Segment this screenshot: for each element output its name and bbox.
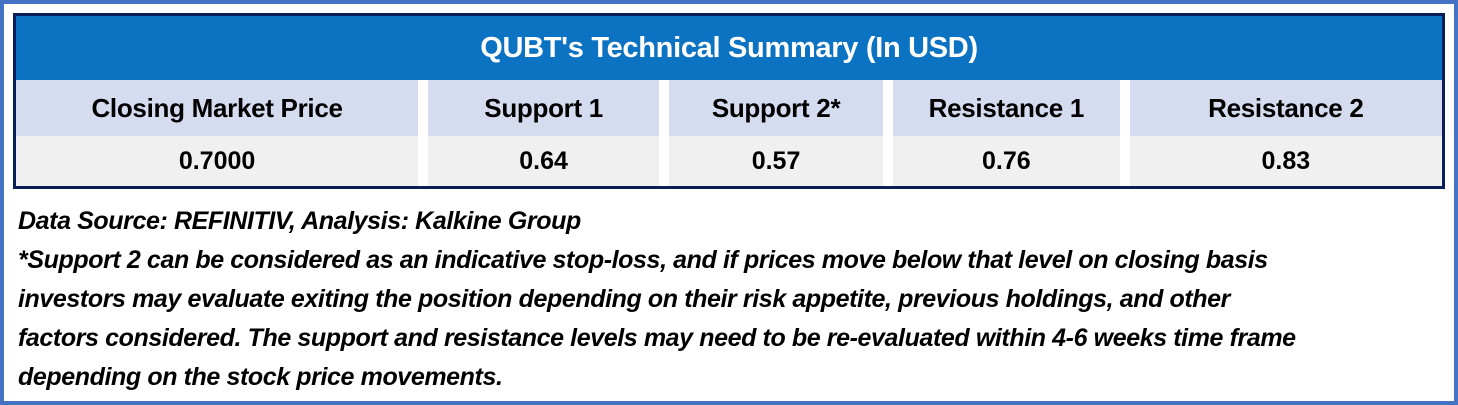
table-grid: Closing Market Price 0.7000 Support 1 0.…: [16, 80, 1442, 186]
column-header: Closing Market Price: [16, 80, 419, 136]
disclaimer-line: depending on the stock price movements.: [18, 363, 503, 391]
column-value: 0.57: [669, 136, 883, 186]
table-title: QUBT's Technical Summary (In USD): [16, 16, 1442, 80]
column-value: 0.64: [428, 136, 660, 186]
column-value: 0.76: [892, 136, 1120, 186]
column-value: 0.7000: [16, 136, 419, 186]
disclaimer-line: *Support 2 can be considered as an indic…: [18, 246, 1268, 274]
column-header: Support 2*: [669, 80, 883, 136]
column-header: Resistance 1: [892, 80, 1120, 136]
column-support-1: Support 1 0.64: [418, 80, 660, 186]
column-support-2: Support 2* 0.57: [659, 80, 883, 186]
column-closing-market-price: Closing Market Price 0.7000: [16, 80, 419, 186]
column-resistance-1: Resistance 1 0.76: [882, 80, 1120, 186]
disclaimer-line: investors may evaluate exiting the posit…: [18, 285, 1230, 313]
column-header: Resistance 2: [1129, 80, 1442, 136]
column-resistance-2: Resistance 2 0.83: [1119, 80, 1442, 186]
technical-summary-table: QUBT's Technical Summary (In USD) Closin…: [13, 13, 1445, 189]
disclaimer-line: factors considered. The support and resi…: [18, 324, 1296, 352]
column-header: Support 1: [428, 80, 660, 136]
column-value: 0.83: [1129, 136, 1442, 186]
data-source-line: Data Source: REFINITIV, Analysis: Kalkin…: [18, 207, 581, 235]
footnotes: Data Source: REFINITIV, Analysis: Kalkin…: [18, 202, 1448, 397]
